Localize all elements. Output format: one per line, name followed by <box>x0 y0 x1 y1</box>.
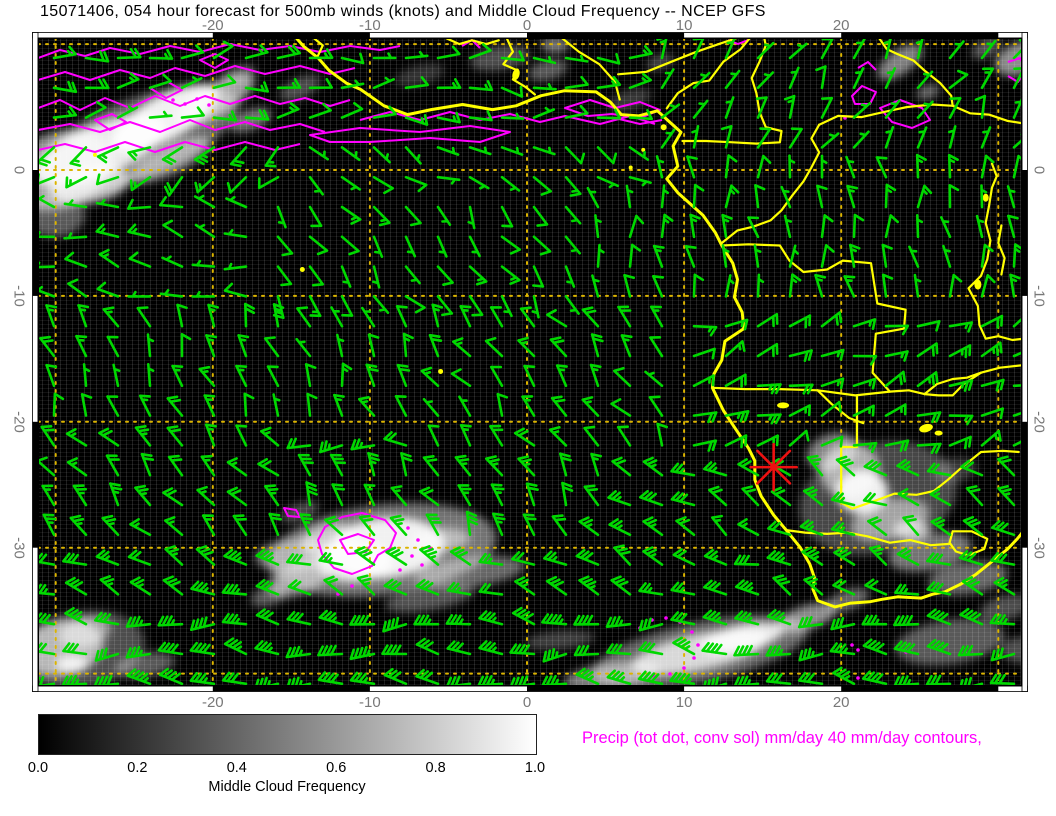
left-axis-tick-label: -10 <box>10 285 28 307</box>
colorbar-gradient <box>38 714 537 755</box>
colorbar-tick-label: 1.0 <box>524 760 546 776</box>
red-asterisk-marker <box>749 442 798 492</box>
colorbar-tick-label: 0.2 <box>127 760 148 776</box>
right-axis-tick-label: 0 <box>1030 165 1048 175</box>
left-axis-tick-label: -30 <box>10 536 28 559</box>
precip-legend-text: Precip (tot dot, conv sol) mm/day 40 mm/… <box>582 729 982 747</box>
left-axis-tick-label: 0 <box>10 165 28 175</box>
page-title: 15071406, 054 hour forecast for 500mb wi… <box>40 3 766 20</box>
right-axis-tick-label: -10 <box>1030 285 1048 307</box>
top-axis-tick-label: -20 <box>201 17 224 34</box>
right-axis-tick-label: -20 <box>1030 410 1048 433</box>
colorbar-caption: Middle Cloud Frequency <box>208 779 366 795</box>
colorbar-tick-label: 0.8 <box>425 760 446 776</box>
bottom-axis-tick-label: 0 <box>522 694 532 711</box>
bottom-axis-tick-label: -10 <box>359 694 381 711</box>
top-axis-tick-label: 20 <box>832 17 850 34</box>
colorbar-tick-label: 0.4 <box>226 760 247 776</box>
top-axis-tick-label: 0 <box>522 17 532 34</box>
right-axis-tick-label: -30 <box>1030 536 1048 559</box>
colorbar-tick-label: 0.6 <box>326 760 347 776</box>
map-frame <box>32 32 1028 692</box>
bottom-axis-tick-label: 10 <box>675 694 693 711</box>
top-axis-tick-label: -10 <box>359 17 381 34</box>
wind-barbs-layer <box>39 39 1021 685</box>
top-axis-tick-label: 10 <box>675 17 693 34</box>
left-axis-tick-label: -20 <box>10 410 28 433</box>
map-plot-area <box>39 39 1021 685</box>
bottom-axis-tick-label: -20 <box>201 694 224 711</box>
bottom-axis-tick-label: 20 <box>832 694 850 711</box>
precip-contours-layer <box>39 39 1021 680</box>
colorbar-tick-label: 0.0 <box>27 760 49 776</box>
